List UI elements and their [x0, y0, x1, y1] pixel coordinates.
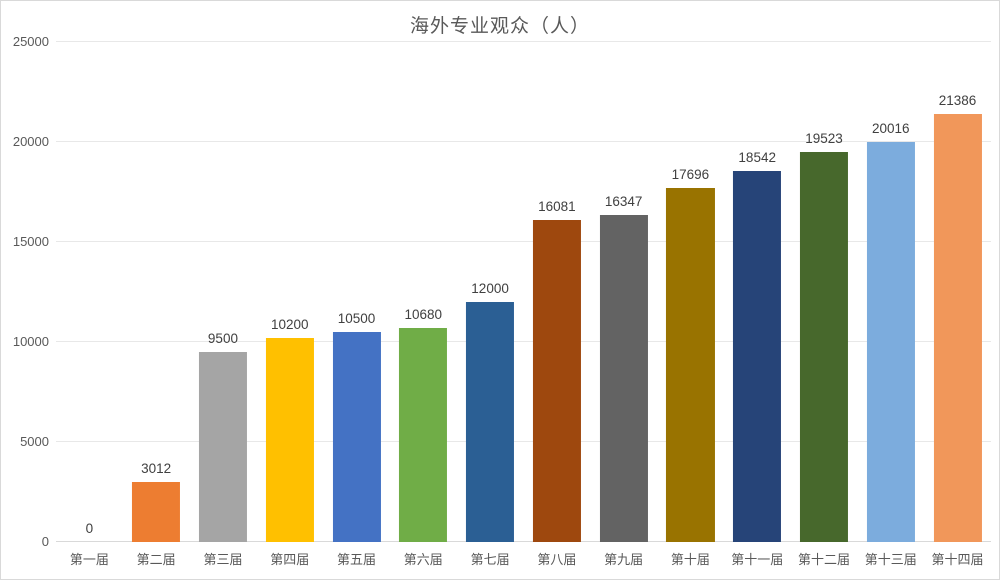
- y-axis-tick-label: 15000: [12, 234, 49, 249]
- gridline: [56, 141, 991, 142]
- x-axis-category-label: 第三届: [203, 552, 243, 567]
- x-axis-category-label: 第八届: [537, 552, 577, 567]
- bar-value-label: 0: [85, 521, 94, 536]
- bar-slot: 10680 第六届: [390, 42, 457, 567]
- x-axis-category-label: 第五届: [337, 552, 377, 567]
- x-axis-category-label: 第六届: [403, 552, 443, 567]
- bar-slot: 10200 第四届: [256, 42, 323, 567]
- bar-slot: 20016 第十三届: [857, 42, 924, 567]
- gridline: [56, 41, 991, 42]
- bar-series: 0 第一届 3012 第二届 9500 第三届 10200 第四届 10500 第五届 10680 第…: [56, 42, 991, 567]
- bar-value-label: 9500: [207, 331, 238, 346]
- y-axis-tick-label: 25000: [12, 34, 49, 49]
- gridline: [56, 241, 991, 242]
- bar-value-label: 10200: [270, 317, 309, 332]
- bar-value-label: 20016: [871, 120, 910, 136]
- x-axis-category-label: 第四届: [270, 552, 310, 567]
- y-axis-tick-label: 10000: [12, 334, 49, 349]
- bar-value-label: 19523: [805, 130, 843, 146]
- bar-slot: 12000 第七届: [457, 42, 524, 567]
- bar-slot: 16081 第八届: [523, 42, 590, 567]
- bar-slot: 0 第一届: [56, 42, 123, 567]
- bar-value-label: 16081: [538, 199, 576, 215]
- bar: [332, 332, 381, 542]
- bar-value-label: 17696: [671, 167, 710, 183]
- bar: [799, 151, 849, 542]
- bar-value-label: 10500: [337, 311, 376, 326]
- x-axis-category-label: 第十四届: [931, 552, 984, 567]
- bar-slot: 21386 第十四届: [924, 42, 991, 567]
- bar: [532, 220, 581, 542]
- y-axis-tick-label: 5000: [20, 434, 49, 449]
- y-axis-tick-label: 0: [41, 534, 49, 549]
- x-axis-category-label: 第十三届: [864, 552, 917, 567]
- bar: [933, 114, 982, 542]
- bar: [599, 215, 648, 542]
- plot-area: 0 第一届 3012 第二届 9500 第三届 10200 第四届 10500 第五届 10680 第…: [56, 41, 991, 567]
- y-axis-tick-label: 20000: [12, 134, 49, 149]
- x-axis-category-label: 第九届: [604, 552, 644, 567]
- bar: [866, 141, 915, 542]
- bar-slot: 3012 第二届: [123, 42, 190, 567]
- bar: [132, 481, 181, 542]
- x-axis-category-label: 第七届: [470, 552, 510, 567]
- bar-slot: 9500 第三届: [190, 42, 257, 567]
- x-axis-line: [56, 541, 991, 542]
- bar-slot: 17696 第十届: [657, 42, 724, 567]
- bar-value-label: 12000: [471, 281, 509, 296]
- chart-title: 海外专业观众（人）: [409, 15, 590, 37]
- bar: [399, 328, 448, 542]
- bar-slot: 18542 第十一届: [724, 42, 791, 567]
- gridline: [56, 441, 991, 442]
- bar: [666, 188, 715, 542]
- gridline: [56, 341, 991, 342]
- x-axis-category-label: 第二届: [136, 552, 176, 567]
- bar-slot: 10500 第五届: [323, 42, 390, 567]
- bar-value-label: 3012: [141, 460, 172, 476]
- x-axis-category-label: 第十一届: [731, 552, 784, 567]
- bar: [265, 338, 314, 542]
- bar: [733, 171, 782, 542]
- bar-slot: 16347 第九届: [590, 42, 657, 567]
- bar: [198, 352, 247, 542]
- bar-value-label: 21386: [938, 93, 977, 109]
- x-axis-category-label: 第一届: [69, 552, 109, 567]
- bar-value-label: 16347: [604, 194, 643, 210]
- bar-value-label: 10680: [404, 307, 443, 323]
- bar: [466, 302, 515, 542]
- bar-slot: 19523 第十二届: [791, 42, 858, 567]
- x-axis-category-label: 第十二届: [797, 552, 850, 567]
- bar-value-label: 18542: [738, 150, 776, 166]
- x-axis-category-label: 第十届: [670, 552, 710, 567]
